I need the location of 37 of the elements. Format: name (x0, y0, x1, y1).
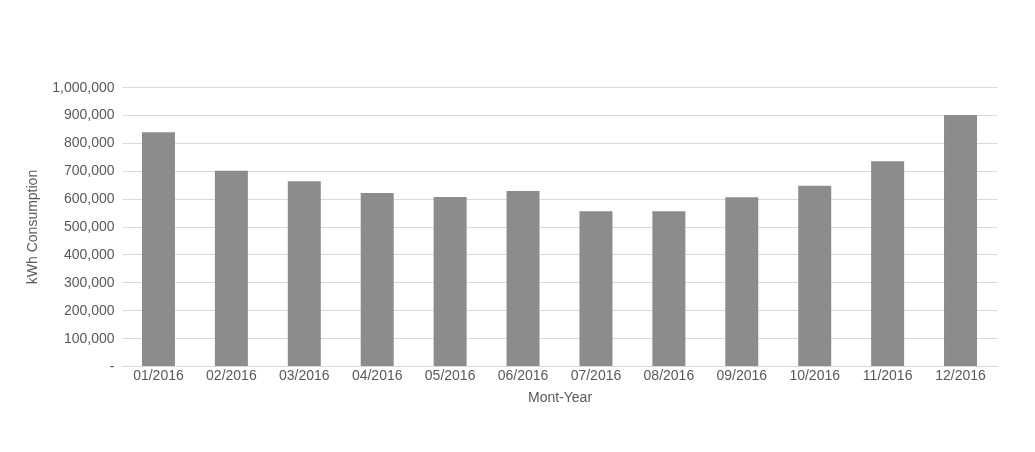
y-tick-label: - (109, 357, 115, 374)
bar (725, 197, 759, 366)
bar (798, 185, 832, 366)
y-tick-label: 900,000 (63, 106, 115, 123)
bar (652, 211, 686, 366)
x-tick-label: 04/2016 (351, 366, 403, 383)
y-tick-label: 600,000 (63, 190, 115, 207)
x-tick-label: 08/2016 (643, 366, 695, 383)
y-tick-label: 800,000 (63, 134, 115, 151)
x-tick-label: 06/2016 (497, 366, 549, 383)
x-tick-label: 10/2016 (789, 366, 841, 383)
x-tick-label: 02/2016 (206, 366, 257, 383)
x-axis-title: Mont-Year (527, 388, 593, 405)
y-tick-label: 500,000 (63, 218, 115, 234)
x-tick-label: 01/2016 (133, 366, 184, 383)
y-tick-label: 200,000 (63, 301, 115, 318)
bar (360, 193, 394, 366)
bar (871, 161, 905, 366)
bar (579, 211, 613, 366)
y-tick-label: 300,000 (63, 273, 115, 290)
bar (944, 114, 978, 366)
x-tick-label: 12/2016 (935, 366, 987, 383)
y-tick-label: 700,000 (63, 162, 115, 179)
bar (214, 170, 248, 366)
y-axis-title: kWh Consumption (24, 169, 41, 285)
y-tick-label: 100,000 (63, 329, 115, 346)
x-tick-label: 03/2016 (278, 366, 330, 383)
y-tick-label: 1,000,000 (52, 78, 115, 95)
bar (287, 181, 321, 366)
y-tick-label: 400,000 (63, 245, 115, 262)
bar (141, 132, 175, 366)
bar (506, 191, 540, 366)
x-tick-label: 09/2016 (716, 366, 768, 383)
x-tick-label: 05/2016 (424, 366, 476, 383)
x-tick-label: 07/2016 (570, 366, 622, 383)
x-tick-label: 11/2016 (862, 366, 913, 383)
bar (433, 196, 467, 366)
